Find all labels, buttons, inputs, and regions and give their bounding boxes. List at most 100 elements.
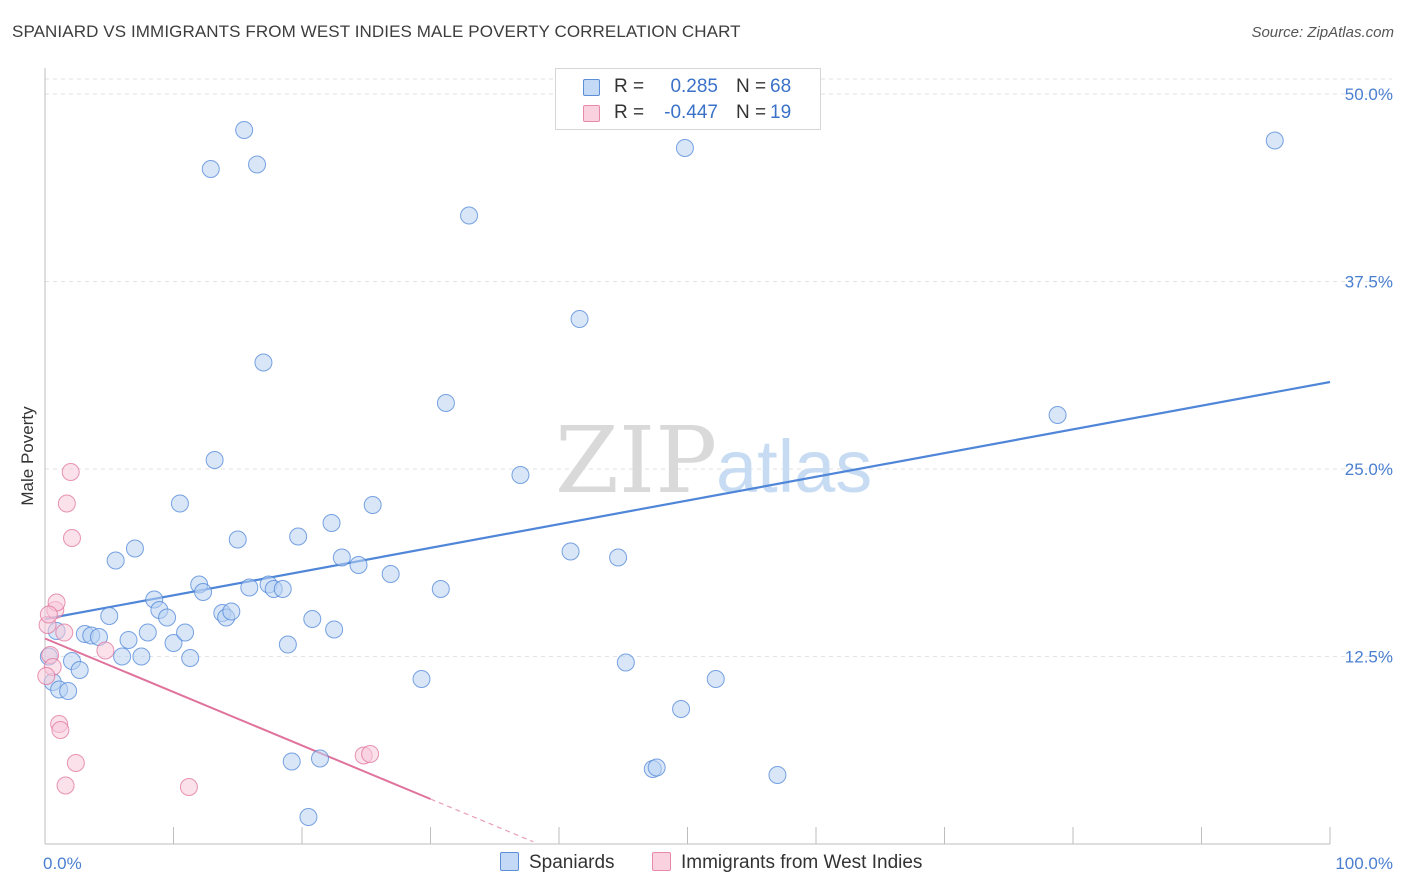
legend-swatch	[652, 852, 671, 871]
n-value: 68	[770, 76, 792, 97]
west-indies-point	[361, 745, 380, 763]
spaniard-point	[70, 661, 89, 679]
axes	[44, 68, 1331, 845]
west-indies-point	[62, 529, 81, 547]
west-indies-point	[96, 641, 115, 660]
spaniard-point	[289, 527, 308, 546]
spaniard-point	[431, 580, 450, 598]
spaniard-point	[181, 649, 200, 667]
west-indies-point	[37, 667, 56, 685]
spaniard-point	[254, 353, 273, 372]
spaniard-point	[113, 647, 132, 666]
spaniard-point	[240, 578, 259, 597]
legend-swatch-west-indies	[583, 105, 600, 122]
west-indies-point	[51, 721, 70, 739]
spaniard-point	[59, 682, 78, 700]
west-indies-point	[55, 623, 74, 642]
spaniard-point	[201, 160, 220, 178]
spaniard-point	[325, 620, 344, 639]
legend-item-spaniards[interactable]: Spaniards	[500, 852, 615, 874]
data-points	[37, 121, 1284, 826]
spaniard-point	[349, 556, 368, 574]
r-value: 0.285	[670, 76, 718, 97]
spaniard-point	[194, 583, 213, 601]
legend-swatch-spaniards	[583, 79, 600, 96]
west-indies-point	[61, 463, 80, 481]
y-tick-label: 50.0%	[1345, 85, 1393, 104]
spaniard-point	[176, 623, 195, 642]
spaniard-point	[381, 565, 400, 583]
spaniard-point	[170, 494, 189, 513]
x-tick-label: 100.0%	[1335, 854, 1393, 873]
spaniard-point	[768, 766, 787, 784]
legend-swatch	[500, 852, 519, 871]
west-indies-point	[66, 754, 85, 772]
stats-row-west-indies: R = -0.447 N = 19	[556, 102, 820, 126]
spaniard-point	[460, 206, 479, 225]
legend-item-west-indies[interactable]: Immigrants from West Indies	[652, 852, 922, 874]
grid-lines	[45, 78, 1392, 657]
spaniard-point	[412, 670, 431, 688]
spaniard-point	[609, 548, 628, 567]
watermark-zip: ZIP	[555, 407, 717, 514]
n-value: 19	[770, 102, 792, 123]
chart-source: Source: ZipAtlas.com	[1251, 24, 1394, 41]
legend-label: Spaniards	[529, 852, 615, 873]
x-tick-label: 0.0%	[43, 854, 82, 873]
spaniard-point	[675, 139, 694, 157]
spaniard-point	[106, 551, 125, 570]
spaniard-point	[310, 749, 329, 768]
west-indies-trend-line	[44, 637, 431, 800]
n-label: N =	[736, 102, 767, 123]
spaniard-point	[672, 700, 691, 718]
west-indies-trend-extension	[430, 798, 534, 843]
spaniard-point	[138, 623, 157, 642]
spaniard-point	[132, 647, 151, 666]
spaniard-point	[647, 758, 666, 777]
r-value: -0.447	[664, 102, 718, 123]
y-tick-label: 37.5%	[1345, 273, 1393, 292]
trend-lines	[44, 380, 1331, 843]
spaniard-point	[164, 634, 183, 652]
spaniard-point	[511, 466, 530, 484]
west-indies-point	[57, 494, 76, 513]
spaniard-point	[205, 451, 224, 469]
spaniard-point	[158, 608, 177, 627]
spaniard-point	[436, 394, 455, 412]
x-tick-labels: 0.0% 100.0%	[43, 854, 1393, 873]
n-label: N =	[736, 76, 767, 97]
spaniard-point	[332, 548, 351, 567]
series-legend: Spaniards Immigrants from West Indies	[0, 852, 1406, 878]
west-indies-point	[39, 605, 58, 624]
watermark-atlas: atlas	[716, 425, 872, 508]
spaniard-point	[282, 752, 301, 771]
stats-legend: R = 0.285 N = 68 R = -0.447 N = 19	[555, 68, 821, 130]
spaniard-point	[235, 121, 254, 139]
spaniard-point	[1265, 131, 1284, 150]
spaniard-point	[706, 670, 725, 688]
spaniard-point	[228, 530, 247, 549]
spaniard-point	[616, 653, 635, 672]
spaniard-point	[248, 155, 267, 174]
r-label: R =	[614, 102, 645, 123]
chart-title: SPANIARD VS IMMIGRANTS FROM WEST INDIES …	[12, 22, 741, 41]
spaniard-point	[570, 310, 589, 328]
r-label: R =	[614, 76, 645, 97]
y-tick-label: 25.0%	[1345, 460, 1393, 479]
y-tick-labels: 12.5% 25.0% 37.5% 50.0%	[1345, 85, 1393, 667]
y-tick-label: 12.5%	[1345, 648, 1393, 667]
spaniard-point	[561, 542, 580, 561]
spaniard-point	[1048, 406, 1067, 424]
spaniard-point	[278, 635, 297, 654]
spaniard-point	[125, 539, 144, 558]
spaniard-point	[273, 580, 292, 598]
spaniard-point	[322, 514, 341, 532]
spaniard-point	[119, 631, 138, 649]
watermark: ZIP atlas	[555, 407, 872, 514]
west-indies-point	[56, 776, 75, 795]
spaniard-point	[303, 610, 322, 628]
spaniard-point	[100, 607, 119, 625]
stats-row-spaniards: R = 0.285 N = 68	[556, 76, 820, 100]
spaniard-point	[222, 602, 241, 621]
spaniard-trend-line	[44, 380, 1331, 621]
